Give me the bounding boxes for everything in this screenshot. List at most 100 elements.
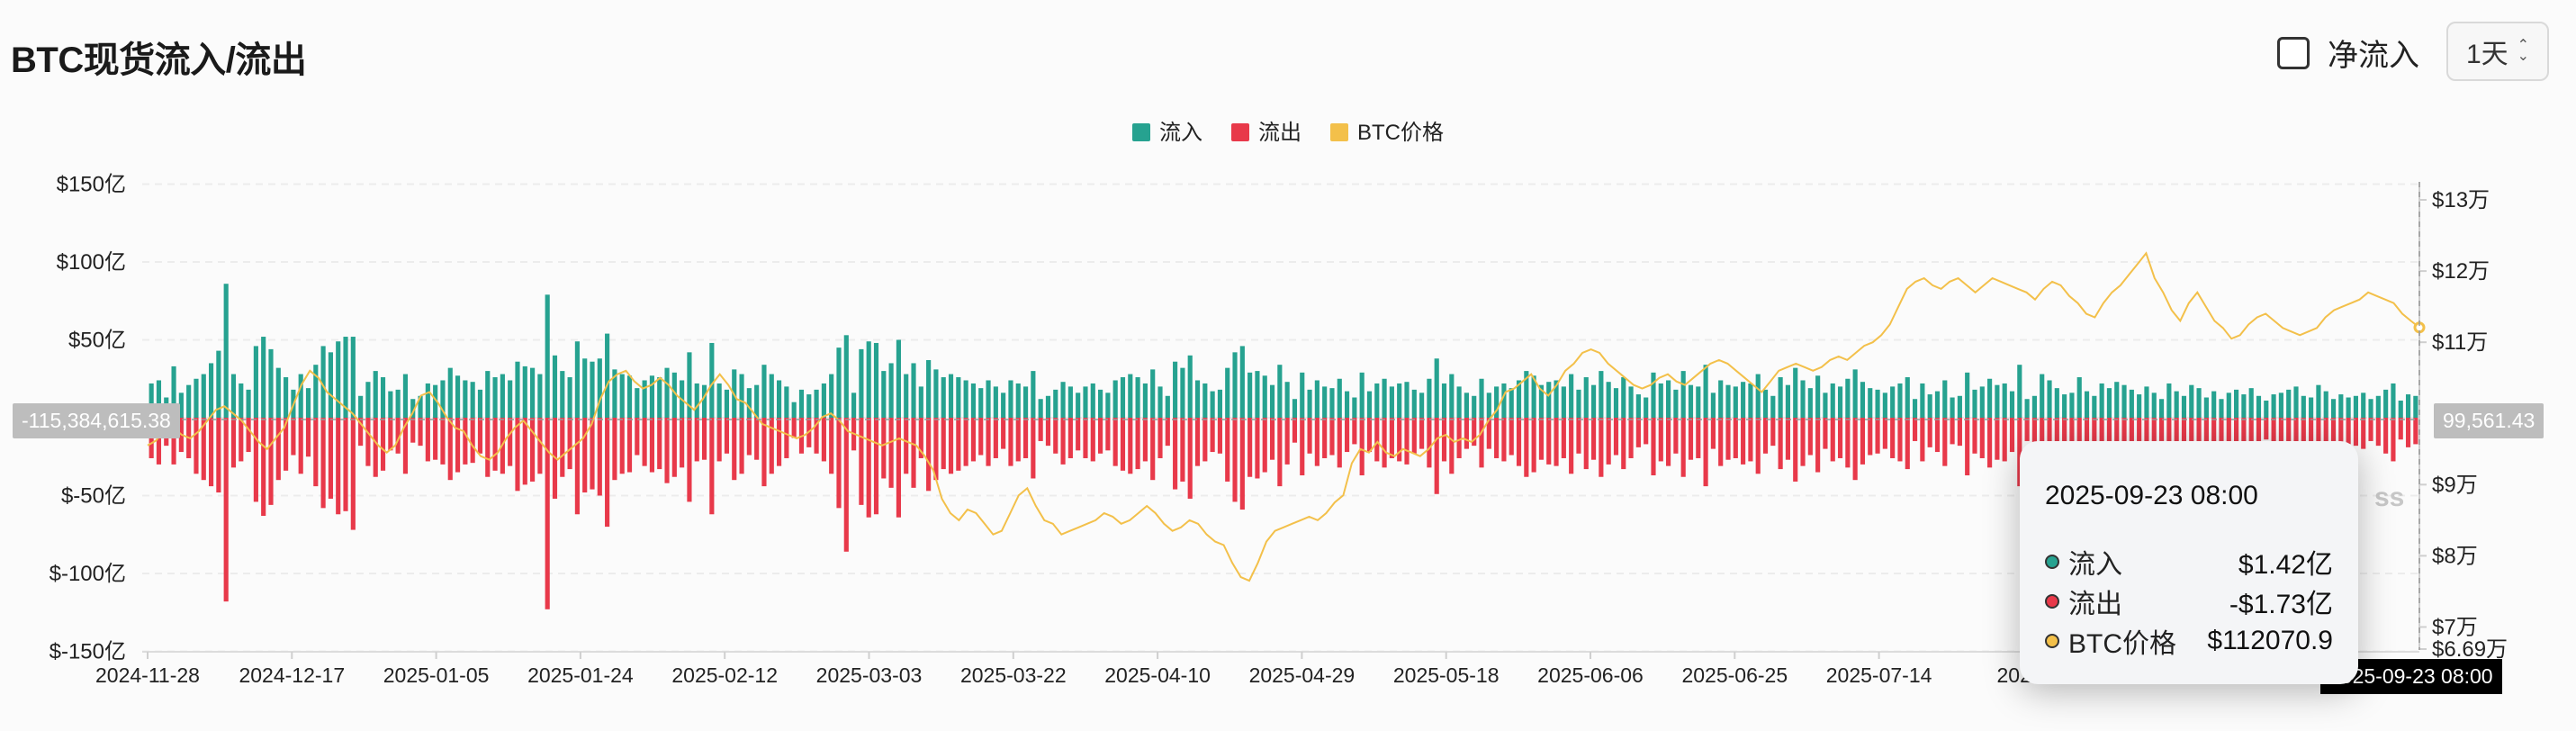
crosshair-right-value: 99,561.43 — [2434, 403, 2544, 438]
outflow-bar — [1666, 418, 1671, 466]
outflow-bar — [1262, 418, 1267, 473]
outflow-bar — [2166, 418, 2172, 462]
inflow-bar — [1561, 386, 1566, 418]
inflow-bar — [881, 371, 887, 418]
outflow-bar — [1112, 418, 1118, 466]
outflow-bar — [2009, 418, 2015, 453]
net-flow-checkbox[interactable] — [2277, 36, 2310, 69]
inflow-bar — [619, 374, 625, 418]
inflow-bar — [1823, 393, 1828, 418]
inflow-bar — [410, 399, 416, 418]
outflow-bar — [701, 418, 707, 460]
outflow-bar — [1187, 418, 1193, 499]
inflow-bar — [1344, 391, 1350, 418]
outflow-bar — [1277, 418, 1283, 487]
inflow-bar — [2084, 391, 2090, 418]
tooltip-outflow-value: -$1.73亿 — [2229, 590, 2333, 619]
inflow-bar — [1666, 380, 1671, 418]
outflow-bar — [395, 418, 401, 454]
outflow-bar — [2301, 418, 2306, 447]
outflow-bar — [1427, 418, 1432, 468]
x-tick-label: 2025-06-06 — [1537, 663, 1644, 687]
inflow-bar — [2181, 395, 2187, 418]
outflow-bar — [1486, 418, 1491, 449]
inflow-bar — [1860, 382, 1866, 418]
legend-label: 流入 — [1159, 121, 1202, 145]
inflow-bar — [1180, 367, 1185, 418]
outflow-bar — [1613, 418, 1619, 456]
outflow-bar — [671, 418, 677, 477]
inflow-bar — [970, 383, 977, 418]
outflow-bar — [358, 418, 364, 447]
inflow-bar — [2151, 393, 2157, 418]
outflow-bar — [2137, 418, 2142, 447]
outflow-bar — [343, 418, 348, 511]
inflow-bar — [948, 374, 954, 418]
outflow-bar — [305, 418, 311, 457]
inflow-bar — [1979, 386, 1985, 418]
inflow-bar — [418, 395, 423, 418]
outflow-bar — [1868, 418, 1873, 456]
inflow-bar — [776, 380, 782, 418]
inflow-bar — [208, 363, 214, 418]
outflow-bar — [2024, 418, 2030, 441]
inflow-bar — [605, 333, 610, 418]
outflow-bar — [2234, 418, 2239, 454]
inflow-bar — [2264, 400, 2269, 418]
inflow-bar — [201, 374, 206, 418]
outflow-bar — [455, 418, 461, 473]
outflow-bar — [941, 418, 946, 470]
outflow-bar — [1696, 418, 1701, 458]
outflow-bar — [993, 418, 998, 458]
outflow-bar — [1314, 418, 1320, 466]
outflow-bar — [716, 418, 722, 462]
inflow-bar — [918, 386, 923, 418]
outflow-bar — [1045, 418, 1051, 447]
outflow-bar — [1927, 418, 1932, 447]
outflow-bar — [1673, 418, 1679, 454]
inflow-bar — [806, 394, 812, 418]
data-tooltip: 2025-09-23 08:00 流入 $1.42亿 流出 -$1.73亿 BT… — [2020, 441, 2358, 684]
outflow-bar — [1972, 418, 1977, 454]
outflow-bar — [350, 418, 356, 530]
outflow-bar — [2241, 418, 2247, 447]
outflow-bar — [440, 418, 446, 465]
inflow-bar — [2009, 391, 2015, 418]
outflow-bar — [1583, 418, 1589, 470]
right-tick-label: $7万 — [2432, 615, 2478, 639]
outflow-bar — [2196, 418, 2202, 456]
inflow-bar — [1725, 384, 1731, 418]
inflow-bar — [2062, 394, 2067, 418]
inflow-bar — [2278, 393, 2283, 418]
outflow-bar — [2264, 418, 2269, 440]
outflow-bar — [1142, 418, 1148, 462]
outflow-bar — [402, 418, 409, 474]
net-flow-toggle[interactable]: 净流入 — [2277, 31, 2419, 75]
price-dot-icon — [2045, 634, 2059, 648]
left-tick-label: $-150亿 — [50, 640, 126, 664]
legend-swatch — [1231, 123, 1249, 141]
inflow-bar — [956, 377, 961, 418]
outflow-bar — [814, 418, 819, 454]
watermark-text: ss — [2374, 483, 2404, 512]
left-tick-label: $50亿 — [68, 329, 126, 353]
inflow-bar — [649, 375, 655, 418]
outflow-bar — [2129, 418, 2134, 454]
outflow-bar — [194, 418, 199, 474]
inflow-bar — [1718, 380, 1724, 418]
inflow-bar — [2346, 397, 2351, 418]
interval-select[interactable]: 1天 ⌃ ⌄ — [2446, 22, 2549, 81]
inflow-bar — [1031, 371, 1036, 418]
outflow-bar — [2158, 418, 2165, 441]
outflow-bar — [1793, 418, 1798, 482]
inflow-bar — [1635, 394, 1641, 418]
inflow-bar — [1419, 393, 1425, 418]
outflow-bar — [724, 418, 730, 454]
inflow-bar — [2069, 393, 2075, 418]
inflow-bar — [485, 371, 491, 418]
inflow-bar — [1778, 377, 1783, 418]
inflow-bar — [821, 383, 826, 418]
outflow-bar — [1105, 418, 1111, 451]
inflow-bar — [1008, 380, 1013, 418]
